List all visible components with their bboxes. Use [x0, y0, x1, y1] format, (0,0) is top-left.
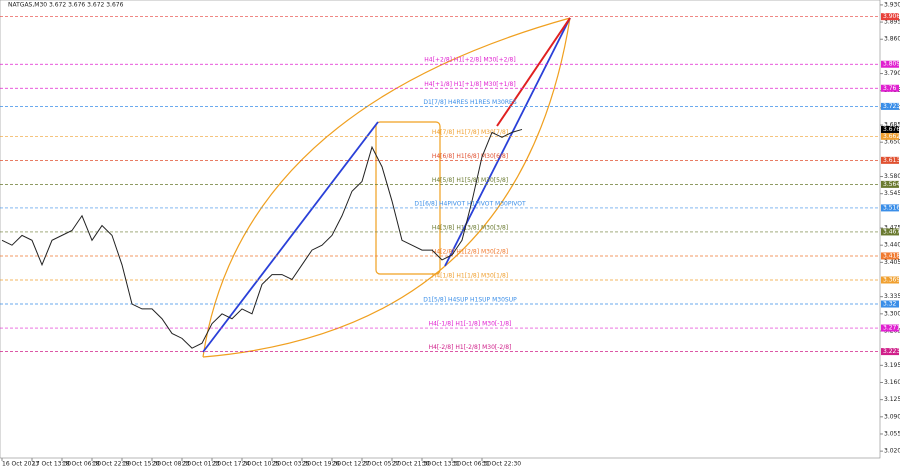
- y-tick-label: 3.055: [884, 430, 900, 437]
- level-tag: [881, 252, 899, 260]
- price-line: [1, 128, 523, 349]
- level-value: 3.369: [883, 276, 900, 283]
- level-value: 3.418: [883, 252, 900, 259]
- y-tick-label: 3.195: [884, 362, 900, 369]
- level-label: H4[6/8] H1[6/8] M30[6/8]: [432, 153, 508, 160]
- trend-line: [202, 121, 379, 353]
- x-tick-label: 23 Oct 17:30: [212, 461, 251, 468]
- y-tick-label: 3.650: [884, 139, 900, 146]
- level-value: 3.809: [883, 61, 900, 68]
- y-tick-label: 3.580: [884, 173, 900, 180]
- level-label: D1[5/8] H4SUP H1SUP M30SUP: [423, 297, 517, 304]
- trend-line: [496, 17, 571, 127]
- level-tag: [881, 156, 899, 164]
- y-tick-label: 3.125: [884, 396, 900, 403]
- x-tick-label: 19 Oct 15:30: [122, 461, 161, 468]
- level-tag: [881, 84, 899, 92]
- level-tag: [881, 13, 899, 21]
- x-tick-label: 20 Oct 08:30: [152, 461, 191, 468]
- level-value: 3.723: [883, 103, 900, 110]
- level-label: D1[6/8] H4PIVOT H1PIVOT M30PIVOT: [414, 200, 526, 207]
- x-tick-label: 31 Oct 06:30: [452, 461, 491, 468]
- x-tick-label: 18 Oct 22:30: [92, 461, 131, 468]
- y-tick-label: 3.335: [884, 293, 900, 300]
- x-tick-label: 25 Oct 03:30: [272, 461, 311, 468]
- x-tick-label: 31 Oct 22:30: [482, 461, 521, 468]
- level-value: 3.32: [883, 301, 897, 308]
- level-value: 3.76: [883, 85, 897, 92]
- level-label: H4[+2/8] H1[+2/8] M30[+2/8]: [424, 57, 515, 64]
- level-label: H4[5/8] H1[5/8] M30[5/8]: [432, 177, 508, 184]
- y-tick-label: 3.475: [884, 225, 900, 232]
- y-tick-label: 3.545: [884, 190, 900, 197]
- level-tag: [881, 276, 899, 284]
- level-tag: [881, 204, 899, 212]
- level-tag: [881, 132, 899, 140]
- x-tick-label: 25 Oct 19:30: [302, 461, 341, 468]
- x-tick-label: 17 Oct 13:30: [32, 461, 71, 468]
- x-tick-label: 23 Oct 01:30: [182, 461, 221, 468]
- y-tick-label: 3.930: [884, 1, 900, 8]
- x-tick-label: 27 Oct 05:30: [362, 461, 401, 468]
- level-label: H4[1/8] H1[1/8] M30[1/8]: [432, 272, 508, 279]
- level-tag: [881, 228, 899, 236]
- level-tag: [881, 324, 899, 332]
- level-label: H4[3/8] H1[3/8] M30[3/8]: [432, 224, 508, 231]
- level-value: 3.906: [883, 13, 900, 20]
- level-value: 3.613: [883, 157, 900, 164]
- last-price: 3.676: [883, 126, 900, 133]
- level-value: 3.223: [883, 348, 900, 355]
- last-price-tag: [881, 125, 899, 133]
- level-tag: [881, 180, 899, 188]
- box: [375, 121, 441, 275]
- arc: [202, 17, 571, 358]
- y-tick-label: 3.020: [884, 448, 900, 455]
- chart-title: NATGAS,M30 3.672 3.676 3.672 3.676: [8, 2, 124, 9]
- level-value: 3.516: [883, 204, 900, 211]
- x-tick-label: 18 Oct 06:30: [62, 461, 101, 468]
- y-tick-label: 3.895: [884, 19, 900, 26]
- level-tag: [881, 102, 899, 110]
- y-tick-label: 3.790: [884, 70, 900, 77]
- level-tag: [881, 348, 899, 356]
- x-tick-label: 16 Oct 2023: [2, 461, 39, 468]
- arc: [202, 17, 571, 358]
- level-tag: [881, 300, 899, 308]
- level-label: H4[-1/8] H1[-1/8] M30[-1/8]: [429, 321, 512, 328]
- level-value: 3.271: [883, 325, 900, 332]
- level-label: D1[7/8] H4RES H1RES M30RES: [423, 99, 516, 106]
- y-tick-label: 3.090: [884, 413, 900, 420]
- y-tick-label: 3.860: [884, 36, 900, 43]
- y-tick-label: 3.440: [884, 242, 900, 249]
- level-label: H4[-2/8] H1[-2/8] M30[-2/8]: [429, 344, 512, 351]
- y-tick-label: 3.300: [884, 310, 900, 317]
- x-tick-label: 24 Oct 10:30: [242, 461, 281, 468]
- x-tick-label: 30 Oct 13:30: [422, 461, 461, 468]
- drawings: [202, 17, 571, 358]
- y-tick-label: 3.405: [884, 259, 900, 266]
- level-value: 3.467: [883, 228, 900, 235]
- y-tick-label: 3.160: [884, 379, 900, 386]
- level-label: H4[7/8] H1[7/8] M30[7/8]: [432, 129, 508, 136]
- level-value: 3.564: [883, 181, 900, 188]
- level-label: H4[+1/8] H1[+1/8] M30[+1/8]: [424, 81, 515, 88]
- y-tick-label: 3.685: [884, 122, 900, 129]
- level-label: H4[2/8] H1[2/8] M30[2/8]: [432, 248, 508, 255]
- x-tick-label: 26 Oct 12:30: [332, 461, 371, 468]
- x-tick-label: 27 Oct 21:30: [392, 461, 431, 468]
- level-value: 3.662: [883, 133, 900, 140]
- level-tag: [881, 60, 899, 68]
